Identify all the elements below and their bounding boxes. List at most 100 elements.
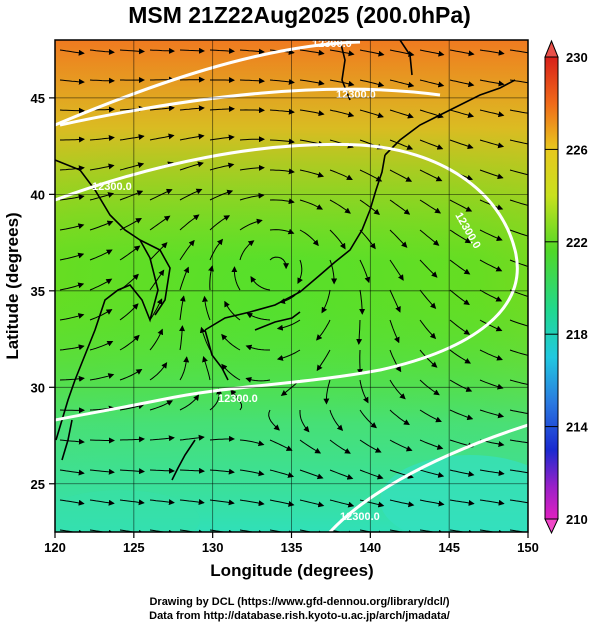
streamline-arrow xyxy=(149,362,168,381)
streamline-arrow xyxy=(119,245,141,261)
streamline-arrow xyxy=(276,319,301,331)
x-tick-label: 125 xyxy=(123,540,145,555)
streamline-arrow xyxy=(359,109,384,119)
streamline-arrow xyxy=(329,169,353,180)
streamline-arrow xyxy=(119,334,140,351)
streamline-arrow xyxy=(359,229,376,250)
streamline-arrow xyxy=(449,319,471,335)
streamline-arrow xyxy=(119,134,145,141)
streamline-arrow xyxy=(449,229,472,244)
streamline-arrow xyxy=(59,282,85,291)
streamline-arrow xyxy=(119,162,145,171)
streamline-arrow xyxy=(179,499,205,505)
streamline-arrow xyxy=(209,189,234,201)
streamline-arrow xyxy=(89,278,113,291)
streamline-arrow xyxy=(89,309,113,321)
streamline-arrow xyxy=(149,105,175,112)
streamline-arrow xyxy=(209,105,235,112)
streamline-arrow xyxy=(119,190,144,201)
streamline-arrow xyxy=(299,499,325,508)
streamline-arrow xyxy=(149,215,171,231)
streamline-arrow xyxy=(179,434,205,441)
streamline-arrow xyxy=(389,229,408,248)
streamline-arrow xyxy=(329,79,355,87)
streamline-arrow xyxy=(59,344,85,351)
streamline-arrow xyxy=(209,134,235,141)
streamline-arrow xyxy=(419,349,438,368)
streamline-arrow xyxy=(357,349,363,375)
streamline-arrow xyxy=(149,269,165,291)
streamline-arrow xyxy=(270,168,295,175)
streamline-arrow xyxy=(59,438,85,445)
streamline-arrow xyxy=(449,349,471,364)
streamline-arrow xyxy=(449,79,475,88)
streamline-arrow xyxy=(356,319,363,345)
streamline-arrow xyxy=(479,349,503,361)
streamline-arrow xyxy=(119,403,145,411)
colorbar: 230 226 222 218 214 210 xyxy=(544,39,588,535)
x-tick-label: 140 xyxy=(359,540,381,555)
streamline-arrow xyxy=(419,49,445,57)
credit-data: Data from http://database.rish.kyoto-u.a… xyxy=(149,610,450,622)
contour-label: 12300.0 xyxy=(92,181,132,193)
streamline-arrow xyxy=(419,439,444,450)
streamline-arrow xyxy=(509,349,528,359)
streamline-arrow xyxy=(239,164,265,171)
streamline-arrow xyxy=(389,139,414,150)
streamline-arrow xyxy=(299,410,310,433)
grid-lines xyxy=(55,40,528,532)
streamline-arrow xyxy=(209,238,224,261)
streamline-arrow xyxy=(359,409,377,429)
x-tick-label: 130 xyxy=(202,540,224,555)
streamline-arrow xyxy=(449,469,475,477)
y-tick-label: 35 xyxy=(31,284,45,299)
streamline-arrow xyxy=(389,499,415,508)
streamline-arrow xyxy=(509,259,528,270)
streamline-arrow xyxy=(239,469,265,477)
streamline-arrow xyxy=(479,469,505,477)
y-tick-label: 40 xyxy=(31,187,45,202)
shaded-field xyxy=(55,40,528,532)
streamline-arrow xyxy=(329,49,355,57)
streamline-arrow xyxy=(389,289,401,313)
streamline-arrow xyxy=(269,138,295,145)
streamline-arrow xyxy=(202,355,211,381)
streamline-arrow xyxy=(329,259,338,285)
streamline-arrow xyxy=(479,109,505,118)
colorbar-tick-label: 226 xyxy=(566,142,588,157)
streamline-arrow xyxy=(179,394,200,411)
streamline-arrow xyxy=(389,349,402,373)
streamline-arrow xyxy=(509,319,528,330)
streamline-arrow xyxy=(239,218,263,231)
streamline-arrow xyxy=(89,249,113,261)
streamline-arrow xyxy=(239,499,265,507)
streamline-arrow xyxy=(245,377,271,383)
streamline-arrow xyxy=(359,529,385,532)
streamline-arrow xyxy=(419,319,437,340)
colorbar-tick-label: 218 xyxy=(566,327,588,342)
streamline-arrow xyxy=(329,109,355,118)
streamline-arrow xyxy=(276,349,301,361)
streamline-arrow xyxy=(449,139,474,150)
streamline-arrow xyxy=(245,344,270,351)
streamline-arrow xyxy=(221,333,241,351)
streamline-arrow xyxy=(359,259,371,284)
streamline-arrow xyxy=(479,319,503,332)
streamline-arrow xyxy=(119,436,145,443)
streamline-arrow xyxy=(449,409,474,421)
streamline-arrow xyxy=(419,259,438,278)
contour-label: 12300.0 xyxy=(218,393,258,405)
colorbar-tick-label: 214 xyxy=(566,420,588,435)
streamline-arrow xyxy=(179,214,200,231)
streamline-arrow xyxy=(179,325,186,351)
streamline-arrow xyxy=(179,161,204,171)
coastlines xyxy=(55,40,516,481)
streamline-arrow xyxy=(479,289,503,302)
streamline-arrow xyxy=(449,289,470,306)
streamline-arrow xyxy=(269,439,293,451)
streamline-arrow xyxy=(359,199,380,216)
streamline-arrow xyxy=(389,379,406,400)
streamline-arrow xyxy=(149,467,175,474)
streamline-arrow xyxy=(119,48,145,55)
